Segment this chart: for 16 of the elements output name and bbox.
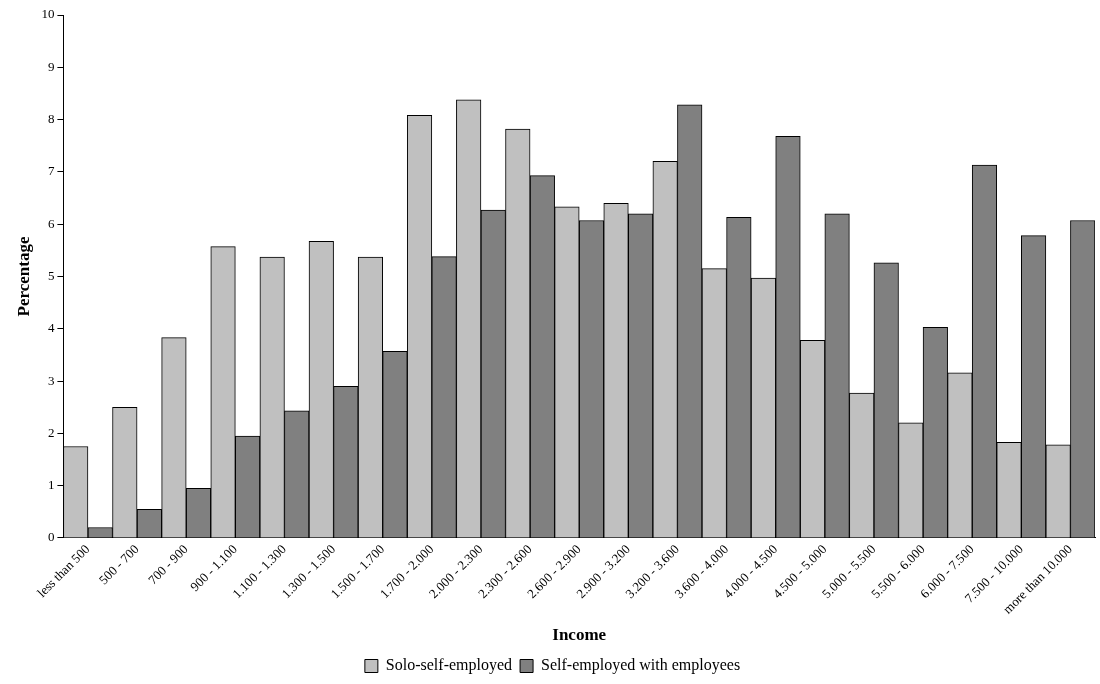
y-tick-label: 8 <box>47 111 55 127</box>
y-tick-label: 1 <box>47 477 55 493</box>
legend-label: Self-employed with employees <box>541 656 741 675</box>
x-axis-title: Income <box>552 625 607 645</box>
y-tick-label: 6 <box>47 215 55 231</box>
x-tick-label: 700 - 900 <box>144 541 191 588</box>
y-tick-label: 7 <box>47 163 55 179</box>
y-tick-label: 3 <box>47 372 55 388</box>
y-tick-label: 10 <box>41 6 55 22</box>
legend-label: Solo-self-employed <box>385 656 513 675</box>
y-axis-title: Percentage <box>13 236 33 317</box>
y-tick-label: 9 <box>47 58 55 74</box>
y-tick-label: 2 <box>47 424 55 440</box>
y-tick-label: 5 <box>47 267 55 283</box>
x-tick-label: 500 - 700 <box>95 541 142 588</box>
y-tick-label: 4 <box>47 320 55 336</box>
